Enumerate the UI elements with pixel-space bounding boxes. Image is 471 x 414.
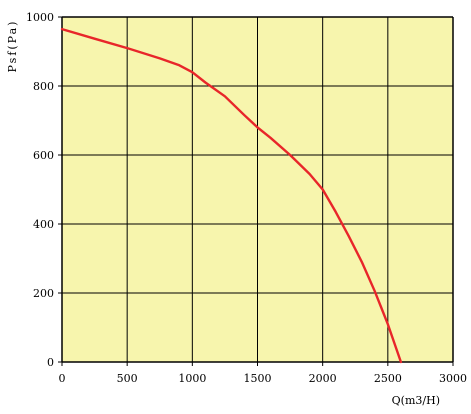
y-tick-label: 800 (33, 80, 54, 93)
y-axis-title: Psf(Pa) (6, 20, 19, 73)
y-tick-label: 600 (33, 149, 54, 162)
y-tick-label: 200 (33, 287, 54, 300)
x-tick-label: 0 (59, 372, 66, 385)
grid (58, 16, 454, 366)
x-tick-label: 2500 (374, 372, 402, 385)
x-tick-label: 2000 (309, 372, 337, 385)
pressure-curve (60, 27, 403, 364)
y-tick-label: 0 (47, 356, 54, 369)
x-tick-label: 1500 (244, 372, 272, 385)
x-tick-label: 3000 (439, 372, 467, 385)
x-axis-title: Q(m3/H) (392, 394, 440, 407)
tick-labels: 0 500 1000 1500 2000 2500 3000 0 200 400 600 800 100… (26, 11, 467, 385)
y-tick-label: 1000 (26, 11, 54, 24)
y-tick-label: 400 (33, 218, 54, 231)
x-tick-label: 1000 (178, 372, 206, 385)
series-layer (60, 27, 403, 364)
x-tick-label: 500 (117, 372, 138, 385)
